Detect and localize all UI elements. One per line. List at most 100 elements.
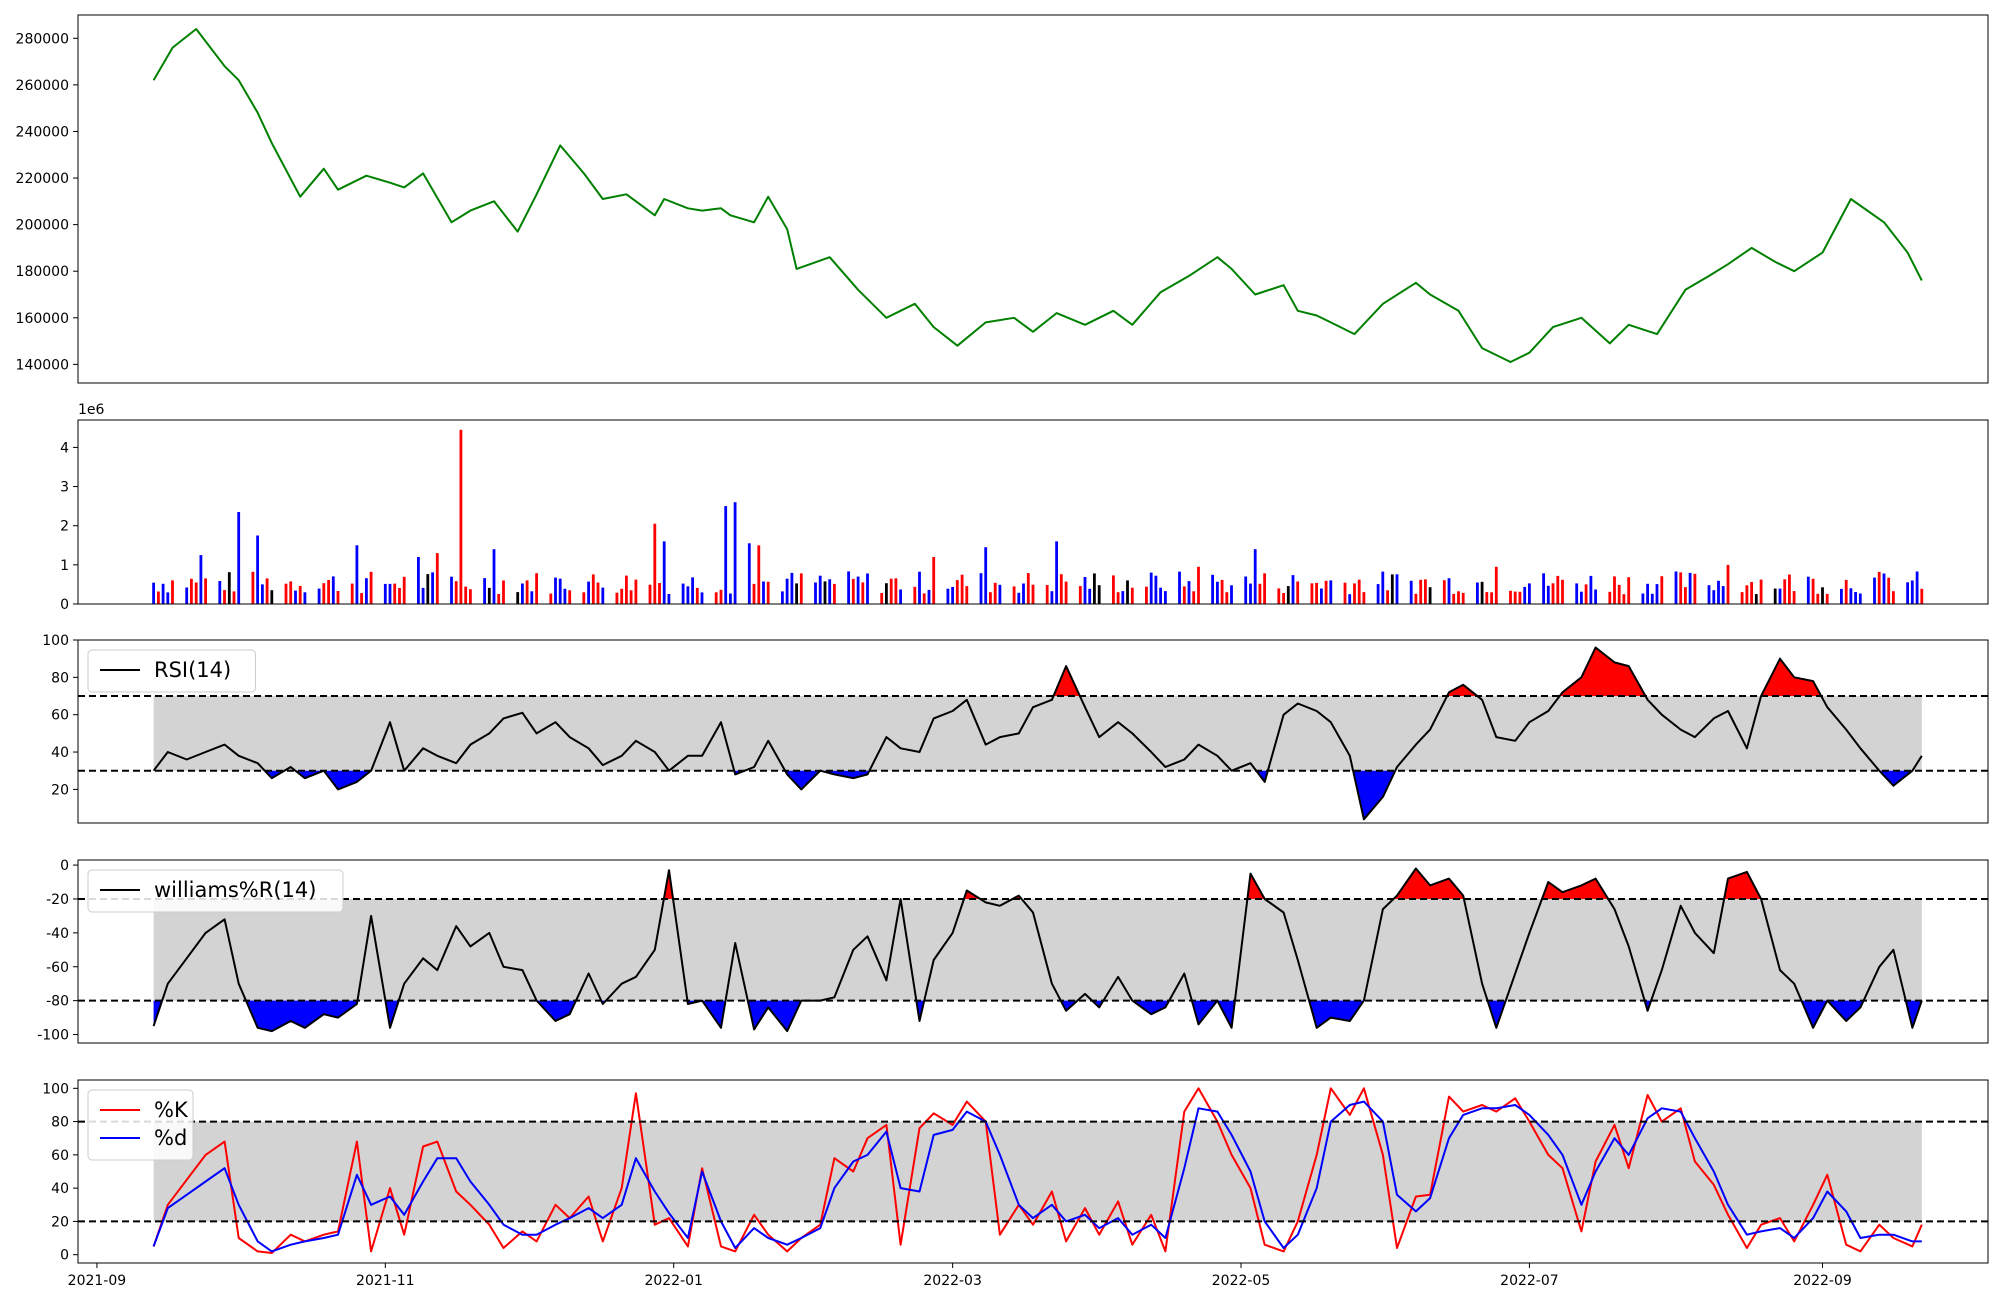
volume-bar (1707, 585, 1711, 604)
volume-bar (223, 590, 226, 604)
volume-bar (270, 590, 274, 604)
volume-bar (1130, 587, 1134, 604)
volume-bar (620, 588, 624, 604)
volume-bar (625, 575, 628, 604)
volume-bar (790, 572, 794, 604)
volume-bar (1717, 580, 1720, 604)
stochastic-legend-label: %K (154, 1098, 189, 1122)
volume-bar (1646, 583, 1649, 604)
williams-oversold-fill (246, 1000, 358, 1032)
volume-bar (629, 590, 633, 604)
volume-bar (1026, 573, 1030, 604)
volume-bar (1154, 575, 1158, 604)
volume-bar (1263, 573, 1266, 604)
volume-bar (1726, 564, 1730, 604)
volume-bar (724, 506, 728, 604)
volume-bar (1112, 575, 1115, 604)
volume-bar (1296, 581, 1300, 604)
volume-bar (1650, 593, 1654, 604)
volume-bar (365, 578, 368, 604)
volume-bar (388, 583, 392, 604)
volume-bar (322, 583, 326, 604)
volume-bar (1145, 586, 1148, 604)
volume-bar (265, 578, 269, 604)
volume-bar (1064, 581, 1068, 604)
volume-bar (289, 581, 293, 604)
volume-bar (885, 583, 888, 604)
volume-bar (1773, 588, 1777, 604)
volume-bar (450, 576, 453, 604)
volume-bar (729, 593, 732, 604)
volume-bar (766, 581, 770, 604)
volume-bar (856, 576, 860, 604)
volume-bar (417, 557, 420, 604)
volume-bar (190, 578, 193, 604)
volume-bar (596, 582, 600, 604)
volume-bar (435, 553, 439, 604)
volume-bar (1315, 582, 1318, 604)
volume-bar (989, 592, 992, 604)
price-ytick-label: 220000 (16, 171, 69, 187)
volume-bar (785, 578, 789, 604)
volume-bar (1811, 578, 1815, 604)
volume-bar (1376, 584, 1380, 604)
volume-bar (1159, 587, 1162, 604)
volume-bar (814, 582, 817, 604)
rsi-legend-box (87, 649, 256, 693)
volume-bar (615, 592, 619, 604)
volume-bar (667, 594, 671, 604)
volume-bar (1688, 572, 1692, 604)
volume-bar (1447, 578, 1451, 604)
williams-neutral-band (153, 898, 1922, 1001)
volume-bar (393, 583, 397, 604)
rsi-legend-label: RSI(14) (154, 658, 231, 682)
volume-bar (1523, 586, 1527, 604)
price-panel: 140000 160000 180000 200000 220000 240000 2600… (16, 14, 1989, 384)
volume-bar (799, 573, 803, 604)
volume-bar (1050, 591, 1054, 604)
volume-bar (161, 583, 165, 604)
volume-bar (483, 578, 486, 604)
volume-bar (714, 592, 718, 604)
volume-bar (360, 593, 363, 604)
volume-bar (1419, 579, 1423, 604)
williams-oversold-fill (747, 1000, 802, 1032)
date-tick-label: 2022-03 (923, 1273, 982, 1289)
volume-bar (152, 582, 155, 604)
williams-oversold-fill (1309, 1000, 1364, 1028)
volume-bar (554, 577, 557, 604)
volume-bar (426, 574, 430, 604)
rsi-ytick-label: 20 (51, 782, 69, 798)
volume-bar (695, 587, 699, 604)
volume-bar (922, 593, 926, 604)
volume-bar (1877, 571, 1881, 604)
volume-bar (1783, 579, 1787, 604)
volume-bar (847, 571, 850, 604)
williams-ytick-label: -40 (46, 926, 69, 942)
volume-ytick-label: 2 (60, 519, 69, 535)
volume-bar (1613, 576, 1616, 604)
volume-bar (1816, 593, 1820, 604)
volume-ytick-label: 1 (60, 558, 69, 574)
volume-bar (1282, 593, 1285, 604)
volume-bar (1324, 580, 1328, 604)
volume-bar (1211, 574, 1214, 604)
volume-bar (1116, 592, 1120, 604)
volume-bar (1126, 580, 1129, 604)
volume-bar (1022, 583, 1025, 604)
volume-bar (1197, 566, 1200, 604)
volume-bar (1754, 594, 1758, 604)
stochastic-ytick-label: 60 (51, 1148, 69, 1164)
volume-bar (1513, 591, 1517, 604)
volume-bar (1844, 579, 1848, 604)
williams-ytick-label: 0 (60, 858, 69, 874)
volume-bar (1253, 549, 1257, 604)
date-tick-label: 2022-07 (1500, 1273, 1559, 1289)
volume-bar (733, 502, 737, 604)
volume-bar (700, 592, 704, 604)
volume-bar (454, 581, 458, 604)
volume-bar (1121, 591, 1125, 604)
volume-bar (227, 572, 231, 604)
volume-bar (1476, 582, 1479, 604)
volume-bar (601, 587, 605, 604)
